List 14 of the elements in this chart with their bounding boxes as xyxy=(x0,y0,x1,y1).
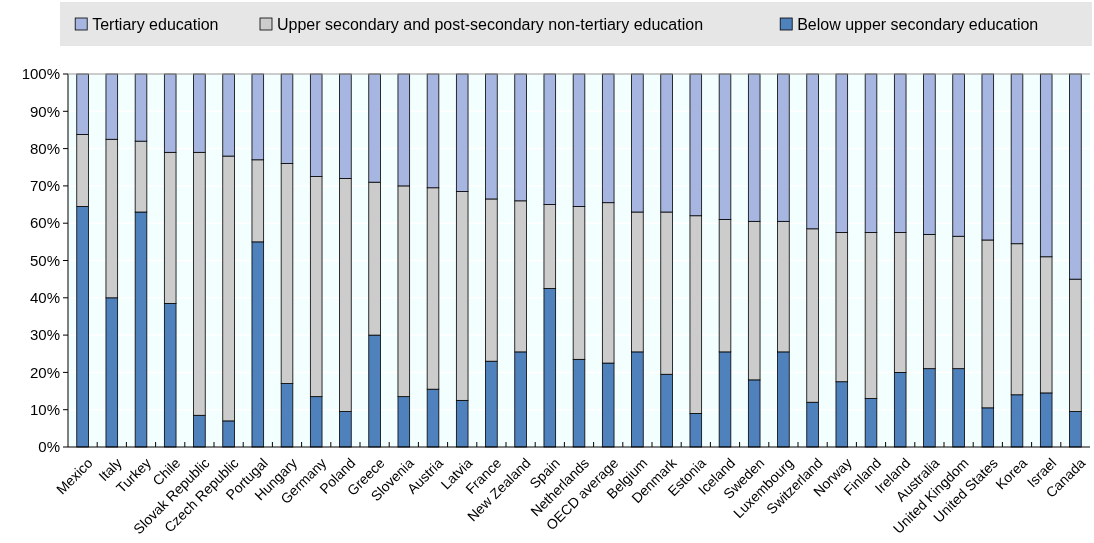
legend-label: Tertiary education xyxy=(92,15,219,33)
y-tick-label: 30% xyxy=(29,326,60,344)
y-tick-label: 50% xyxy=(29,251,60,269)
y-tick-label: 70% xyxy=(29,177,60,195)
legend-label: Below upper secondary education xyxy=(797,15,1039,33)
y-tick-label: 80% xyxy=(29,139,60,157)
y-tick-label: 60% xyxy=(29,214,60,232)
y-tick-label: 90% xyxy=(29,102,60,120)
legend-label: Upper secondary and post-secondary non-tertiary education xyxy=(277,15,704,33)
y-tick-label: 0% xyxy=(38,438,60,456)
y-tick-label: 10% xyxy=(29,400,60,418)
y-tick-label: 40% xyxy=(29,289,60,307)
y-tick-label: 20% xyxy=(29,363,60,381)
y-tick-label: 100% xyxy=(21,65,60,83)
